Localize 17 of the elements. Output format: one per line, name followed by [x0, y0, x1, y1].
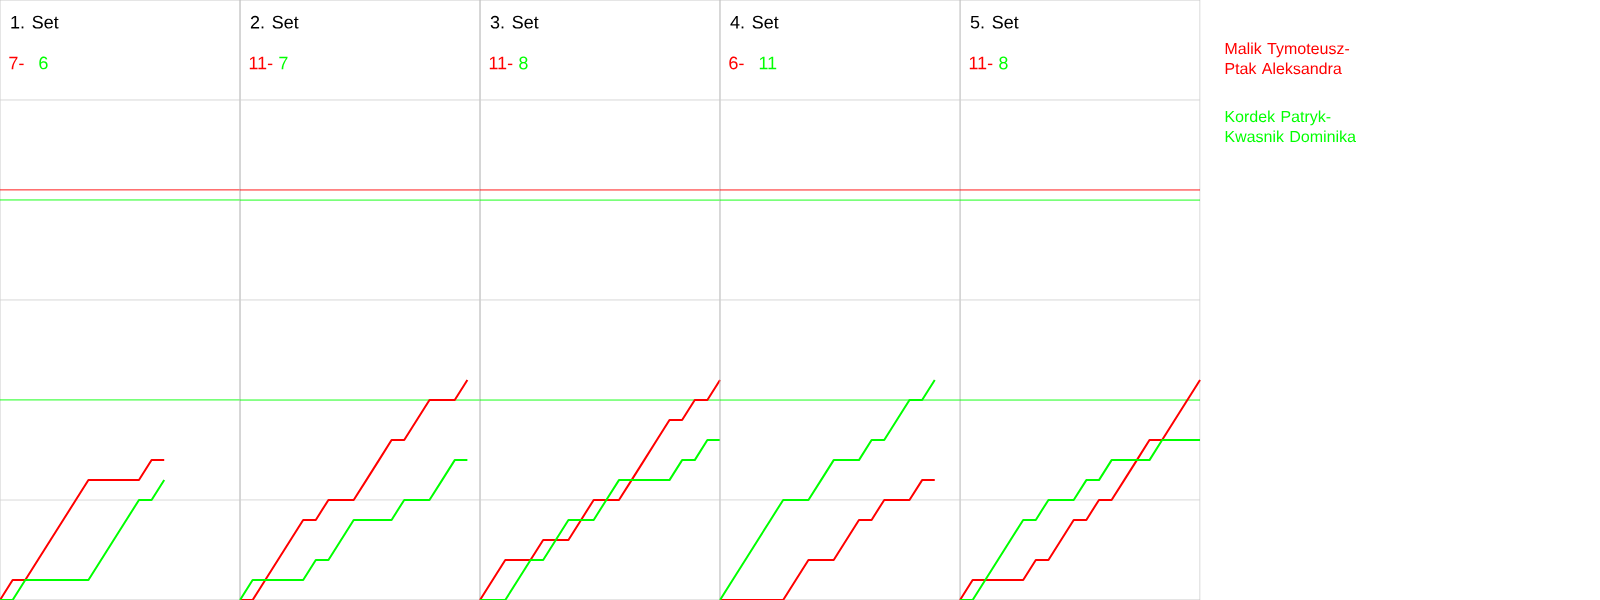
text: 7-	[9, 56, 24, 70]
text: 8	[999, 56, 1008, 70]
chart-title: 3. Set	[490, 15, 539, 29]
chart-title: 1. Set	[11, 15, 59, 29]
chart-title: 2. Set	[250, 15, 299, 29]
text: 11-	[489, 56, 513, 70]
chart-title: 5. Set	[970, 15, 1019, 29]
text: 6	[39, 56, 48, 70]
text: 6-	[729, 56, 744, 70]
text: Kordek Patryk-Kwasnik Dominika	[1225, 110, 1356, 143]
text: 8	[519, 56, 528, 70]
text: 11	[759, 56, 777, 70]
chart-title: 4. Set	[730, 15, 779, 29]
text: 11-	[969, 56, 993, 70]
text: 7	[279, 56, 288, 70]
text: Malik Tymoteusz-Ptak Aleksandra	[1225, 42, 1350, 75]
text: 11-	[249, 56, 273, 70]
